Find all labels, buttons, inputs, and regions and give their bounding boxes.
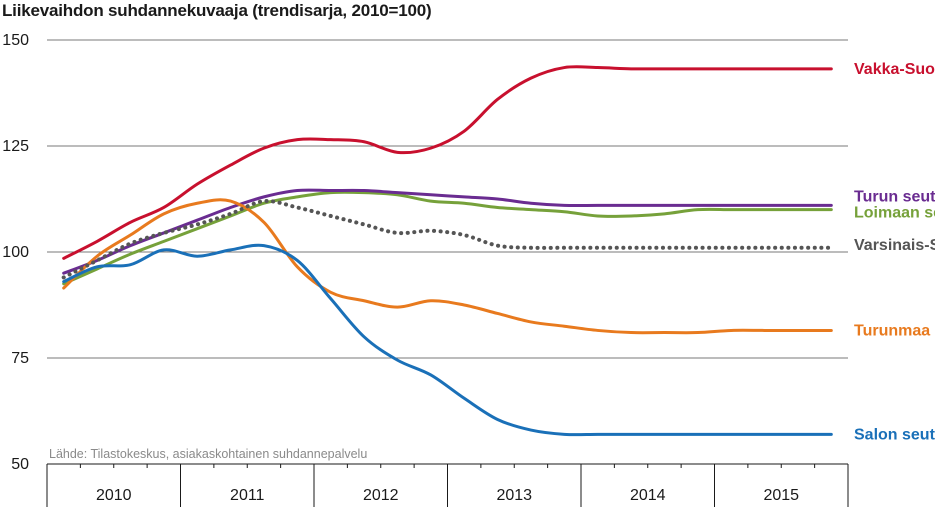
x-tick-label: 2011 (230, 487, 265, 504)
series-label-salon-seutu: Salon seutu (854, 426, 935, 443)
series-label-varsinais-suomi: Varsinais-Suomi (854, 237, 935, 254)
x-tick-label: 2012 (363, 487, 399, 504)
series-line-varsinais-suomi (61, 198, 834, 280)
y-tick-label: 100 (2, 244, 29, 261)
series-label-vakka-suomi: Vakka-Suomi (854, 61, 935, 78)
x-axis: 2010 2011 2012 2013 2014 2015 (46, 463, 849, 507)
series-line-turunmaa (62, 198, 833, 335)
chart-title: Liikevaihdon suhdannekuvaaja (trendisarj… (2, 1, 432, 20)
y-tick-label: 125 (2, 138, 29, 155)
source-note: Lähde: Tilastokeskus, asiakaskohtainen s… (49, 447, 367, 461)
y-axis-ticks: 50 75 100 125 150 (2, 32, 29, 473)
series-line-vakka-suomi (62, 65, 833, 260)
series-line-salon-seutu (62, 243, 833, 437)
series-lines (61, 65, 834, 437)
x-tick-label: 2013 (496, 487, 532, 504)
gridlines (47, 39, 848, 465)
x-tick-label: 2014 (630, 487, 666, 504)
y-tick-label: 50 (11, 456, 29, 473)
series-label-turunmaa: Turunmaa (854, 322, 930, 339)
series-labels: Vakka-Suomi Turun seutuLoimaan seutu Varsi… (854, 61, 935, 443)
series-label-loimaan-seutu: Loimaan seutu (854, 205, 935, 222)
series-line-turun-seutu (62, 188, 833, 275)
series-label-turun-seutu: Turun seutu (854, 188, 935, 205)
y-tick-label: 150 (2, 32, 29, 49)
x-tick-label: 2015 (763, 487, 799, 504)
x-tick-label: 2010 (96, 487, 132, 504)
y-tick-label: 75 (11, 350, 29, 367)
series-line-loimaan-seutu (62, 190, 833, 286)
